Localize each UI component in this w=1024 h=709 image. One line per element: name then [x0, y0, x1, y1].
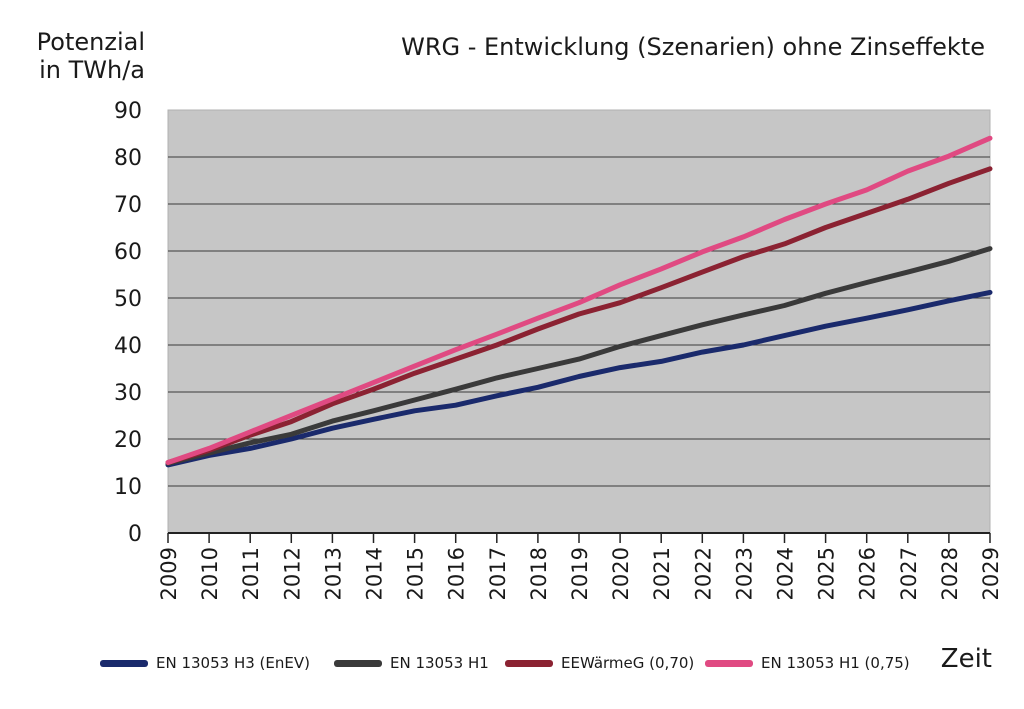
legend-label: EN 13053 H1 — [390, 654, 489, 672]
legend-item: EEWärmeG (0,70) — [505, 648, 694, 678]
y-tick-label: 80 — [114, 146, 142, 171]
x-tick-label: 2017 — [486, 547, 510, 600]
x-tick-label: 2026 — [856, 547, 880, 600]
legend-label: EN 13053 H3 (EnEV) — [156, 654, 310, 672]
x-tick-label: 2012 — [280, 547, 304, 600]
series-line-3 — [165, 166, 993, 465]
chart-title: WRG - Entwicklung (Szenarien) ohne Zinse… — [401, 33, 985, 61]
series-line-1 — [165, 289, 993, 468]
x-tick-label: 2015 — [404, 547, 428, 600]
series-line-2 — [165, 246, 993, 466]
y-tick-label: 40 — [114, 334, 142, 359]
x-tick-label: 2010 — [198, 547, 222, 600]
y-tick-label: 10 — [114, 475, 142, 500]
legend-swatch — [100, 659, 148, 667]
x-axis-label: Zeit — [940, 644, 992, 674]
y-tick-label: 0 — [128, 522, 142, 547]
legend-label: EEWärmeG (0,70) — [561, 654, 695, 672]
y-tick-label: 70 — [114, 193, 142, 218]
x-tick-label: 2011 — [239, 547, 263, 600]
x-tick-label: 2025 — [815, 547, 839, 600]
legend-swatch — [334, 659, 382, 667]
x-tick-label: 2029 — [979, 547, 1003, 600]
y-tick-label: 90 — [114, 99, 142, 124]
y-axis-label-line2: in TWh/a — [39, 56, 145, 84]
y-tick-label: 20 — [114, 428, 142, 453]
x-tick-label: 2028 — [938, 547, 962, 600]
x-tick-labels: 2009 2010 2011 2012 2013 2014 2015 2016 2017 2018… — [157, 533, 1003, 600]
legend-item: EN 13053 H1 (0,75) — [705, 648, 910, 678]
y-tick-label: 60 — [114, 240, 142, 265]
legend-swatch — [505, 659, 553, 667]
plot-area — [167, 109, 991, 534]
legend-swatch — [705, 659, 753, 667]
legend: EN 13053 H3 (EnEV) EN 13053 H1 EEWärmeG (0… — [100, 648, 1000, 678]
x-tick-label: 2009 — [157, 547, 181, 600]
series-lines — [165, 135, 993, 468]
x-tick-label: 2019 — [568, 547, 592, 600]
legend-label: EN 13053 H1 (0,75) — [761, 654, 910, 672]
legend-item: EN 13053 H3 (EnEV) — [100, 648, 310, 678]
series-line-4 — [165, 135, 993, 465]
legend-item: EN 13053 H1 — [334, 648, 489, 678]
y-tick-labels: 0 10 20 30 40 50 60 70 80 90 — [114, 99, 142, 547]
x-tick-label: 2016 — [445, 547, 469, 600]
x-tick-label: 2027 — [897, 547, 921, 600]
y-tick-label: 50 — [114, 287, 142, 312]
x-tick-label: 2018 — [527, 547, 551, 600]
x-tick-label: 2023 — [732, 547, 756, 600]
x-tick-label: 2024 — [774, 547, 798, 600]
x-tick-label: 2022 — [691, 547, 715, 600]
x-tick-label: 2013 — [321, 547, 345, 600]
x-tick-label: 2014 — [363, 547, 387, 600]
x-tick-label: 2021 — [650, 547, 674, 600]
x-tick-label: 2020 — [609, 547, 633, 600]
y-axis-label-line1: Potenzial — [37, 28, 145, 56]
y-tick-label: 30 — [114, 381, 142, 406]
